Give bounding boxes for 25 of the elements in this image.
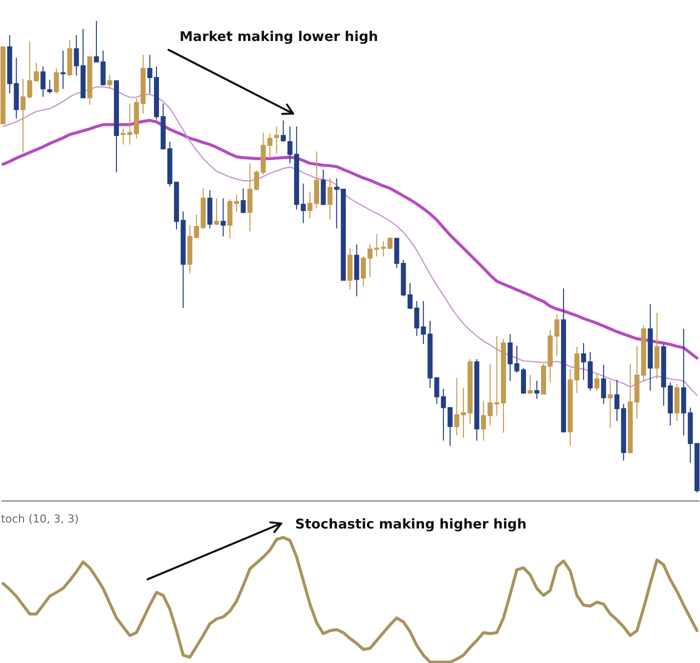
candlestick [534, 380, 540, 400]
candlestick [300, 183, 306, 224]
candlestick [528, 374, 533, 394]
annotation: Market making lower high [179, 30, 378, 45]
candlestick [107, 74, 112, 90]
candlestick [54, 68, 59, 94]
candlestick [608, 380, 613, 428]
candlestick [334, 178, 340, 229]
candlestick [40, 66, 46, 98]
candlestick [34, 62, 39, 82]
candlestick [654, 312, 660, 380]
candlestick [240, 188, 246, 214]
candlestick [601, 364, 606, 404]
candlestick [214, 198, 220, 226]
candlestick [594, 373, 600, 392]
candlestick [327, 178, 332, 220]
candlestick [274, 126, 280, 154]
candlestick [47, 79, 52, 94]
candlestick [220, 198, 226, 237]
chart-title: toch (10, 3, 3) [0, 512, 79, 526]
candlestick [508, 334, 513, 382]
candlestick [120, 128, 126, 145]
text: Stochastic making higher high [295, 517, 527, 532]
candlestick [280, 120, 286, 142]
candlestick [554, 314, 560, 356]
